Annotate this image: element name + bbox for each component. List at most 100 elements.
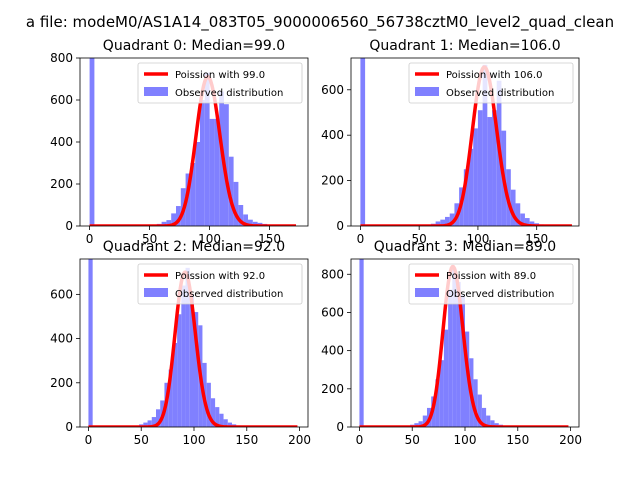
histogram-bar — [487, 117, 493, 226]
histogram-bar — [449, 213, 455, 226]
x-tick-label: 150 — [235, 433, 258, 447]
histogram-bar — [520, 213, 525, 226]
histogram-bar — [147, 420, 152, 427]
y-tick-label: 400 — [321, 344, 344, 358]
histogram-bar — [460, 295, 465, 427]
x-tick-label: 100 — [466, 232, 489, 246]
histogram-bar — [252, 221, 258, 226]
x-tick-label: 50 — [134, 433, 149, 447]
histogram-bar — [443, 329, 449, 427]
histogram-bar — [206, 382, 211, 427]
histogram-bar — [439, 360, 444, 427]
subplot-quadrant-2: 0 50 100 150 200 0 200 400 600 Poission with 92.0… — [50, 239, 311, 447]
histogram-bar — [166, 220, 172, 226]
x-tick-label: 150 — [258, 232, 281, 246]
x-tick-label: 50 — [142, 232, 157, 246]
x-tick-label: 200 — [288, 433, 311, 447]
subplot-quadrant-3: 0 50 100 150 200 0 200 400 600 800 Poission with 8… — [321, 239, 582, 447]
y-tick-label: 200 — [50, 376, 73, 390]
histogram-bar — [473, 128, 478, 226]
x-tick-label: 100 — [183, 433, 206, 447]
figure-suptitle: a file: modeM0/AS1A14_083T05_9000006560_… — [26, 13, 614, 32]
histogram-bar — [468, 148, 474, 226]
histogram-bar — [481, 407, 487, 427]
legend-histogram-label: Observed distribution — [175, 88, 283, 99]
histogram-bar — [214, 118, 220, 226]
histogram-bar — [143, 422, 148, 427]
histogram-bar — [435, 379, 440, 427]
histogram-bar — [452, 268, 457, 427]
histogram-bar — [227, 422, 232, 427]
histogram-bar — [210, 398, 216, 427]
histogram-bar — [194, 312, 199, 427]
histogram-bar — [190, 163, 196, 226]
histogram-bar — [445, 216, 450, 226]
histogram-bar — [440, 219, 446, 226]
x-tick-label: 0 — [356, 433, 364, 447]
y-tick-label: 400 — [50, 135, 73, 149]
poisson-fit-line — [358, 264, 570, 427]
y-tick-label: 200 — [321, 174, 344, 188]
histogram-bar — [486, 415, 491, 427]
x-tick-label: 0 — [86, 232, 94, 246]
y-tick-label: 400 — [50, 332, 73, 346]
histogram-bar — [510, 189, 516, 226]
histogram-bar — [360, 58, 366, 226]
histogram-bar — [185, 267, 190, 427]
histogram-bar — [181, 285, 186, 427]
x-tick-label: 100 — [198, 232, 221, 246]
histogram-bar — [524, 218, 530, 226]
legend-histogram-label: Observed distribution — [175, 289, 283, 300]
histogram-bar — [161, 221, 167, 226]
x-tick-label: 0 — [357, 232, 365, 246]
legend: Poission with 89.0 Observed distribution — [408, 263, 574, 305]
legend-poisson-label: Poission with 92.0 — [175, 271, 265, 282]
histogram-bar — [151, 417, 156, 427]
histogram-bar — [238, 205, 244, 226]
legend: Poission with 99.0 Observed distribution — [137, 62, 303, 104]
histogram-bar — [473, 379, 478, 427]
histogram-bar — [223, 419, 228, 427]
legend-box — [408, 62, 574, 104]
subplot-quadrant-0: 0 50 100 150 0 200 400 600 800 Poission with 99.0… — [50, 38, 309, 246]
histogram-bar — [219, 413, 224, 427]
histogram-bar — [494, 423, 499, 427]
histogram-bar — [177, 314, 182, 427]
legend-box — [137, 263, 303, 305]
x-tick-label: 50 — [405, 433, 420, 447]
y-tick-label: 0 — [336, 420, 344, 434]
y-tick-label: 400 — [321, 128, 344, 142]
subplot-title: Quadrant 1: Median=106.0 — [369, 38, 560, 54]
legend: Poission with 92.0 Observed distribution — [137, 263, 303, 305]
histogram-bar — [200, 100, 205, 226]
x-tick-label: 150 — [506, 433, 529, 447]
histogram-bar — [233, 181, 239, 226]
histogram-bar — [477, 110, 483, 226]
histogram-bar — [463, 169, 469, 226]
y-tick-label: 0 — [336, 219, 344, 233]
histogram-bar — [215, 407, 220, 427]
subplot-grid: 0 50 100 150 0 200 400 600 800 Poission with 99.0… — [50, 38, 582, 447]
y-tick-label: 600 — [321, 83, 344, 97]
histogram-bar — [448, 289, 453, 427]
legend-histogram-label: Observed distribution — [446, 289, 554, 300]
histogram-bar — [359, 259, 364, 427]
y-tick-label: 200 — [321, 382, 344, 396]
legend-histogram-label: Observed distribution — [446, 88, 554, 99]
histogram-bar — [228, 156, 234, 226]
x-tick-label: 100 — [454, 433, 477, 447]
y-tick-label: 200 — [50, 177, 73, 191]
histogram-bar — [89, 58, 95, 226]
poisson-fit-line — [87, 270, 299, 427]
x-tick-label: 200 — [559, 433, 582, 447]
histogram-bar — [176, 206, 181, 226]
y-tick-label: 800 — [321, 267, 344, 281]
histogram-bar — [492, 110, 497, 226]
subplot-quadrant-1: 0 50 100 150 0 200 400 600 Poission with 106.0 Ob… — [321, 38, 580, 246]
subplot-title: Quadrant 3: Median=89.0 — [374, 239, 556, 255]
legend-histogram-swatch — [144, 288, 168, 297]
histogram-bar — [414, 423, 419, 427]
y-tick-label: 0 — [65, 219, 73, 233]
subplot-title: Quadrant 0: Median=99.0 — [103, 38, 285, 54]
